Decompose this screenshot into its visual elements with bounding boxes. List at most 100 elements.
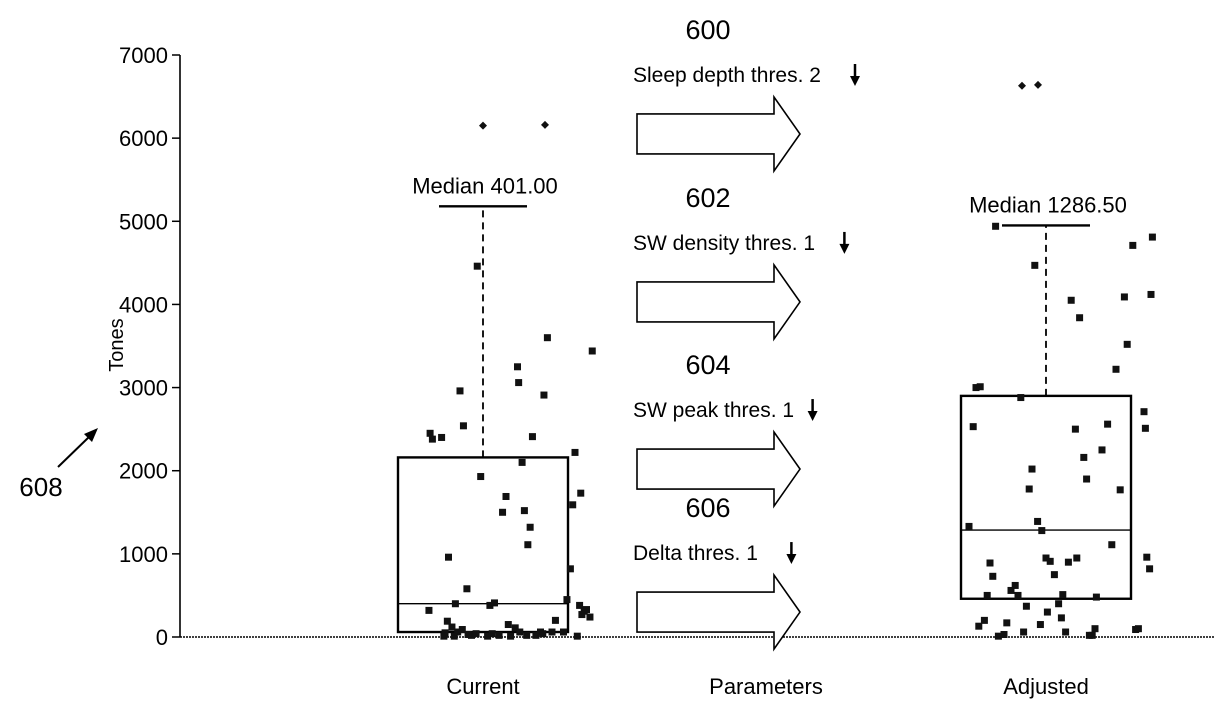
axes: 0 1000 2000 3000 4000 5000 6000 7000 Tones Curren… (106, 43, 1215, 699)
data-point (473, 262, 481, 270)
data-point (523, 631, 531, 639)
data-point (1067, 296, 1075, 304)
data-point (1003, 619, 1011, 627)
data-point (491, 599, 498, 607)
data-point (1057, 614, 1065, 622)
data-point (1076, 314, 1084, 322)
median-label: Median 1286.50 (969, 192, 1127, 217)
data-point (576, 601, 584, 609)
data-point (1146, 565, 1154, 573)
data-point (548, 628, 556, 636)
data-point (566, 565, 574, 573)
x-category-label: Parameters (709, 674, 823, 699)
parameter-label: Delta thres. 1 (633, 542, 758, 565)
data-point (499, 508, 507, 516)
data-point (1046, 557, 1054, 565)
data-point (540, 391, 548, 399)
data-point (1034, 517, 1042, 525)
data-point (524, 541, 532, 549)
data-point (571, 448, 579, 456)
data-point (488, 630, 496, 638)
decrease-arrowhead-icon (786, 554, 797, 565)
data-point (1143, 553, 1151, 561)
data-point (1036, 621, 1044, 629)
data-point (520, 507, 528, 515)
data-point (459, 422, 467, 430)
data-point (983, 591, 991, 599)
decrease-arrowhead-icon (839, 243, 850, 254)
data-point (972, 384, 980, 392)
data-point (543, 334, 551, 342)
outlier-point (479, 121, 487, 130)
data-point (1000, 631, 1008, 639)
data-point (1059, 591, 1067, 599)
data-point (1091, 625, 1099, 633)
box-current (396, 456, 570, 634)
data-point (975, 622, 983, 630)
data-point (528, 433, 536, 441)
data-point (458, 626, 466, 634)
parameter-arrow (636, 429, 801, 509)
data-point (472, 630, 480, 638)
parameter-label: SW density thres. 1 (633, 232, 815, 255)
data-point (976, 383, 984, 391)
figure-ref-608: 608 (19, 472, 62, 502)
data-point (456, 387, 464, 395)
parameter-label: Sleep depth thres. 2 (633, 64, 821, 87)
data-point (577, 489, 585, 497)
data-point (445, 553, 452, 561)
figure-ref-number: 604 (685, 350, 730, 380)
data-point (1116, 486, 1124, 494)
outlier-point (1034, 80, 1042, 89)
data-point (980, 616, 988, 624)
parameter-arrow (636, 262, 801, 342)
data-point (586, 613, 594, 621)
y-tick-label: 2000 (119, 459, 168, 484)
data-point (463, 585, 471, 593)
figure-ref-number: 600 (685, 15, 730, 45)
x-category-label: Adjusted (1003, 674, 1089, 699)
data-point (518, 458, 526, 466)
data-point (1028, 465, 1036, 473)
y-axis-label: Tones (106, 318, 128, 371)
data-point (1123, 340, 1131, 348)
data-point (440, 632, 448, 640)
data-point (1080, 453, 1088, 461)
data-point (438, 433, 446, 441)
data-point (1092, 593, 1100, 601)
data-points (425, 80, 1156, 640)
data-point (1007, 586, 1015, 594)
data-point (1022, 602, 1030, 610)
data-point (511, 624, 519, 632)
data-point (486, 601, 494, 609)
data-point (965, 522, 973, 530)
data-point (1108, 541, 1116, 549)
data-point (1134, 625, 1142, 633)
y-tick-label: 3000 (119, 376, 168, 401)
data-point (1140, 408, 1148, 416)
parameter-arrow (636, 572, 801, 652)
data-point (992, 222, 1000, 230)
labels: Median 401.00 Median 1286.50 608 (19, 173, 1127, 502)
outlier-point (541, 120, 549, 129)
data-point (507, 632, 515, 640)
data-point (1098, 446, 1106, 454)
data-point (514, 363, 521, 371)
data-point (484, 632, 492, 640)
x-category-label: Current (446, 674, 519, 699)
data-point (539, 630, 547, 638)
figure-ref-number: 606 (685, 493, 730, 523)
y-tick-label: 5000 (119, 209, 168, 234)
data-point (502, 492, 510, 500)
data-point (1050, 571, 1058, 579)
data-point (563, 596, 571, 604)
data-point (560, 628, 567, 636)
data-point (1062, 628, 1070, 636)
data-point (532, 631, 540, 639)
data-point (1141, 424, 1149, 432)
data-point (426, 429, 434, 437)
data-point (1083, 475, 1091, 483)
data-point (1071, 425, 1079, 433)
data-point (515, 379, 523, 387)
